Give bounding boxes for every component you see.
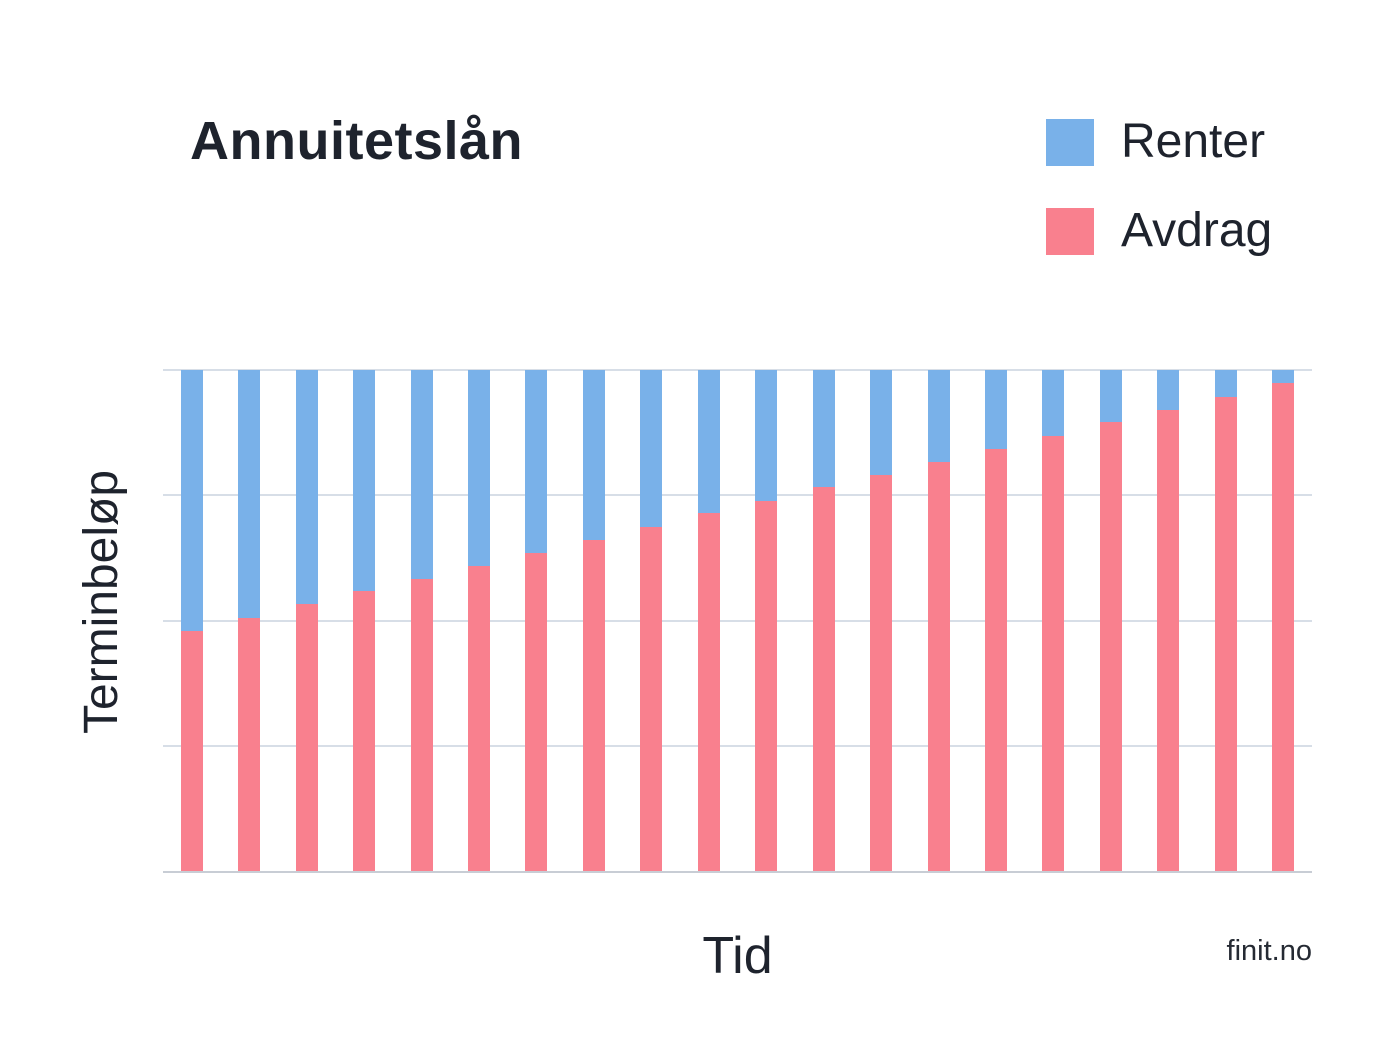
- bar-slot: [910, 370, 967, 871]
- bar-slot: [623, 370, 680, 871]
- bar-term-17: [1099, 370, 1122, 871]
- bar-term-9: [640, 370, 663, 871]
- bar-term-18: [1157, 370, 1180, 871]
- bar-segment-renter: [697, 370, 720, 514]
- bar-segment-renter: [582, 370, 605, 540]
- bar-segment-avdrag: [985, 448, 1008, 871]
- bar-segment-renter: [1214, 370, 1237, 398]
- bar-slot: [967, 370, 1024, 871]
- bar-segment-avdrag: [1272, 383, 1295, 871]
- bar-segment-avdrag: [1099, 422, 1122, 871]
- y-axis-label: Terminbeløp: [75, 469, 128, 735]
- legend-swatch-renter: [1046, 118, 1094, 166]
- bar-segment-renter: [870, 370, 893, 476]
- bar-segment-avdrag: [353, 591, 376, 871]
- bar-term-10: [697, 370, 720, 871]
- bar-term-8: [582, 370, 605, 871]
- bar-term-6: [467, 370, 490, 871]
- legend-item-renter[interactable]: Renter: [1046, 118, 1272, 166]
- bar-term-19: [1214, 370, 1237, 871]
- bar-segment-renter: [353, 370, 376, 592]
- bar-slot: [335, 370, 392, 871]
- legend-swatch-avdrag: [1046, 207, 1094, 255]
- bar-term-14: [927, 370, 950, 871]
- legend-item-avdrag[interactable]: Avdrag: [1046, 207, 1272, 255]
- bar-term-3: [295, 370, 318, 871]
- bars-container: [163, 370, 1312, 871]
- bar-slot: [278, 370, 335, 871]
- bar-slot: [220, 370, 277, 871]
- bar-segment-avdrag: [755, 500, 778, 871]
- bar-segment-renter: [927, 370, 950, 462]
- bar-term-11: [755, 370, 778, 871]
- bar-segment-renter: [295, 370, 318, 605]
- legend-label-renter: Renter: [1121, 115, 1266, 168]
- bar-slot: [393, 370, 450, 871]
- bar-term-2: [238, 370, 261, 871]
- bar-slot: [565, 370, 622, 871]
- bar-segment-avdrag: [812, 487, 835, 871]
- x-axis-label: Tid: [702, 927, 773, 985]
- bar-term-4: [353, 370, 376, 871]
- bar-segment-renter: [1042, 370, 1065, 437]
- bar-segment-renter: [985, 370, 1008, 449]
- bar-term-5: [410, 370, 433, 871]
- gridline: [163, 369, 1312, 371]
- bar-slot: [1025, 370, 1082, 871]
- bar-term-16: [1042, 370, 1065, 871]
- chart-title: Annuitetslån: [190, 111, 524, 171]
- bar-slot: [680, 370, 737, 871]
- bar-slot: [1140, 370, 1197, 871]
- legend-label-avdrag: Avdrag: [1121, 204, 1273, 257]
- bar-slot: [1197, 370, 1254, 871]
- bar-segment-avdrag: [1214, 397, 1237, 871]
- bar-term-7: [525, 370, 548, 871]
- bar-segment-avdrag: [870, 475, 893, 871]
- bar-segment-avdrag: [1157, 410, 1180, 871]
- bar-segment-renter: [467, 370, 490, 567]
- bar-segment-avdrag: [927, 461, 950, 871]
- bar-slot: [450, 370, 507, 871]
- bar-segment-renter: [755, 370, 778, 501]
- bar-slot: [508, 370, 565, 871]
- bar-segment-avdrag: [295, 604, 318, 871]
- bar-segment-renter: [1099, 370, 1122, 423]
- bar-segment-avdrag: [1042, 436, 1065, 871]
- bar-slot: [738, 370, 795, 871]
- bar-segment-avdrag: [525, 552, 548, 871]
- bar-segment-avdrag: [582, 539, 605, 871]
- bar-term-15: [985, 370, 1008, 871]
- bar-term-12: [812, 370, 835, 871]
- gridline: [163, 744, 1312, 747]
- bar-term-20: [1272, 370, 1295, 871]
- bar-segment-avdrag: [697, 513, 720, 871]
- gridline: [163, 619, 1312, 622]
- bar-slot: [163, 370, 220, 871]
- bar-segment-renter: [1272, 370, 1295, 384]
- plot-area: [163, 369, 1312, 873]
- bar-segment-renter: [1157, 370, 1180, 411]
- watermark-finit: finit.no: [1226, 935, 1312, 967]
- bar-segment-renter: [812, 370, 835, 488]
- bar-segment-avdrag: [410, 578, 433, 871]
- bar-segment-renter: [238, 370, 261, 618]
- bar-segment-renter: [640, 370, 663, 527]
- bar-segment-avdrag: [640, 526, 663, 871]
- bar-segment-renter: [525, 370, 548, 553]
- bar-slot: [1082, 370, 1139, 871]
- bar-segment-avdrag: [238, 617, 261, 871]
- bar-term-13: [870, 370, 893, 871]
- bar-slot: [1255, 370, 1312, 871]
- bar-slot: [852, 370, 909, 871]
- bar-term-1: [180, 370, 203, 871]
- bar-slot: [795, 370, 852, 871]
- bar-segment-renter: [410, 370, 433, 579]
- bar-segment-renter: [180, 370, 203, 631]
- chart-legend: Renter Avdrag: [1046, 118, 1272, 255]
- bar-segment-avdrag: [467, 566, 490, 871]
- gridline: [163, 494, 1312, 497]
- bar-segment-avdrag: [180, 630, 203, 871]
